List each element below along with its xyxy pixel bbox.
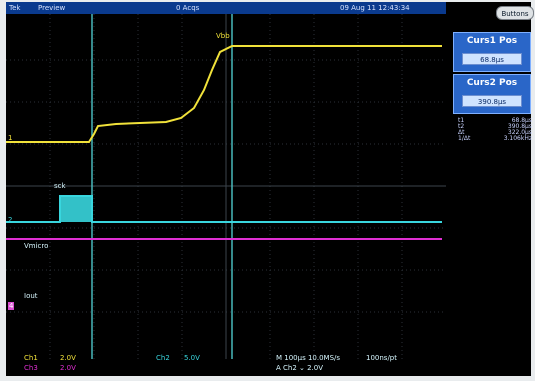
ch1-trace: [6, 45, 442, 143]
iout-label: Iout: [24, 292, 38, 300]
timebase-readout[interactable]: M 100µs 10.0MS/s: [276, 354, 341, 362]
ch1-ground-marker[interactable]: 1: [8, 134, 13, 142]
ch2-scale[interactable]: 5.0V: [184, 354, 200, 362]
ch2-ground-marker[interactable]: 2: [8, 216, 13, 224]
readout-value: 68.8µs: [511, 117, 532, 124]
graticule: [6, 14, 446, 359]
cursor-2-title: Curs2 Pos: [466, 78, 518, 88]
readout-key: t2: [458, 123, 465, 130]
cursor-1-value[interactable]: 68.8µs: [462, 53, 522, 65]
cursor-readout: t1 68.8µs t2 390.8µs Δt 322.0µs 1/Δt 3.1…: [458, 118, 533, 142]
ch3-label[interactable]: Ch3: [24, 364, 38, 372]
vmicro-label: Vmicro: [24, 242, 49, 250]
readout-row: t2 390.8µs: [458, 124, 533, 130]
readout-row: 1/Δt 3.106kHz: [458, 136, 533, 142]
waveform-display[interactable]: Vbb sck Vmicro Iout Ch1 2.0V Ch3 2.0V Ch…: [6, 14, 446, 376]
readout-row: t1 68.8µs: [458, 118, 533, 124]
ch2-label[interactable]: Ch2: [156, 354, 170, 362]
readout-row: Δt 322.0µs: [458, 130, 533, 136]
readout-value: 390.8µs: [507, 123, 532, 130]
acquisition-count: 0 Acqs: [176, 4, 200, 12]
datetime: 09 Aug 11 12:43:34: [340, 4, 410, 12]
ch2-pulse: [60, 196, 92, 222]
brand-label: Tek: [9, 4, 21, 12]
cursor-1-title: Curs1 Pos: [466, 36, 518, 46]
cursor-2-value[interactable]: 390.8µs: [462, 95, 522, 107]
readout-value: 322.0µs: [507, 129, 532, 136]
readout-key: t1: [458, 117, 465, 124]
record-length-readout: 100ns/pt: [366, 354, 397, 362]
vbb-label: Vbb: [216, 32, 230, 40]
ch1-label[interactable]: Ch1: [24, 354, 38, 362]
readout-key: 1/Δt: [458, 135, 471, 142]
ch4-ground-marker[interactable]: 4: [8, 302, 15, 310]
buttons-button[interactable]: Buttons: [496, 6, 534, 20]
sck-label: sck: [54, 182, 66, 190]
waveform-canvas: [6, 14, 446, 359]
status-bar: Tek Preview 0 Acqs 09 Aug 11 12:43:34: [6, 2, 446, 14]
ch1-scale[interactable]: 2.0V: [60, 354, 76, 362]
readout-key: Δt: [458, 129, 465, 136]
mode-label: Preview: [38, 4, 66, 12]
cursor-2-position-panel[interactable]: Curs2 Pos 390.8µs: [453, 74, 531, 114]
cursor-1-position-panel[interactable]: Curs1 Pos 68.8µs: [453, 32, 531, 72]
ch3-scale[interactable]: 2.0V: [60, 364, 76, 372]
readout-value: 3.106kHz: [503, 135, 532, 142]
trigger-readout[interactable]: A Ch2 ⌄ 2.0V: [276, 364, 324, 372]
